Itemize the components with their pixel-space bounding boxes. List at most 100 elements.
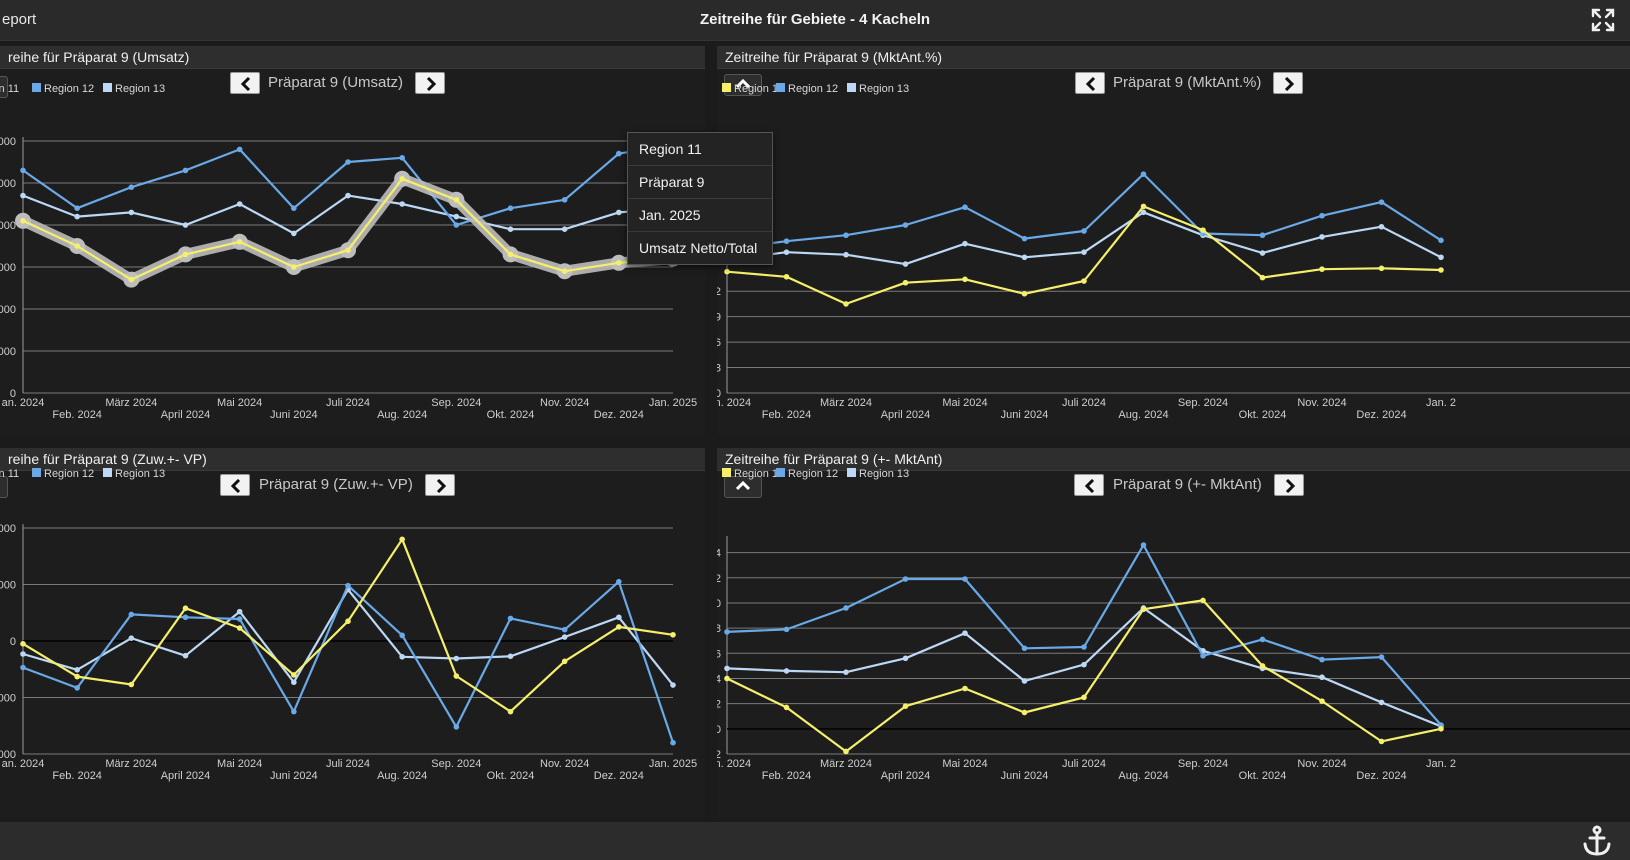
x-tick-label: an. 2024 [2,758,45,770]
y-tick-label: 000 [0,580,16,592]
data-point [616,260,622,266]
x-tick-label: Dez. 2024 [1356,409,1406,421]
y-tick-label: 14 [717,548,721,560]
data-point [20,218,26,224]
collapse-button[interactable] [724,74,762,96]
y-tick-label: 000 [0,136,16,148]
x-tick-label: Jan. 2025 [649,758,697,770]
data-point [1021,645,1028,652]
data-point [128,635,135,641]
chevron-up-icon [736,79,750,89]
data-point [1319,266,1325,272]
data-point [783,626,790,633]
data-point [1081,644,1087,650]
x-tick-label: März 2024 [105,397,157,409]
next-button[interactable] [1274,474,1304,496]
x-tick-label: Sep. 2024 [1178,758,1228,770]
data-point [616,209,622,216]
next-button[interactable] [415,72,445,94]
prev-button[interactable] [220,474,250,496]
x-tick-label: Sep. 2024 [1178,397,1228,409]
legend-label: ion 11 [0,83,19,95]
x-tick-label: Nov. 2024 [540,397,589,409]
data-point [74,243,80,249]
data-point [1140,203,1147,210]
data-point [1081,694,1087,701]
data-point [507,226,514,232]
data-point [843,232,849,239]
chevron-left-icon [1084,479,1095,493]
data-point [1319,234,1325,240]
prev-button[interactable] [230,72,260,94]
x-tick-label: Aug. 2024 [1118,409,1168,421]
anchor-icon[interactable] [1582,825,1612,857]
tile-header: reihe für Präparat 9 (Zuw.+- VP) [0,448,705,471]
y-tick-label: 12 [717,286,721,298]
data-point [1378,654,1385,660]
data-point [20,651,26,657]
x-tick-label: Dez. 2024 [1356,770,1406,782]
data-point [291,205,297,211]
data-point [74,205,80,211]
data-point [1319,212,1325,219]
y-tick-label: 000 [0,749,16,761]
data-point [20,167,26,174]
legend-label: Region 13 [859,468,909,480]
data-point [236,146,243,153]
prev-button[interactable] [1074,474,1104,496]
y-tick-label: 0 [717,724,721,736]
x-tick-label: März 2024 [820,758,872,770]
data-point [1378,199,1385,205]
data-point [783,273,790,280]
collapse-button[interactable] [724,476,762,498]
data-point [962,240,968,247]
y-tick-label: 8 [717,623,721,635]
data-point [182,652,189,659]
chevron-right-icon [1284,77,1295,91]
legend-label: Region 12 [788,83,838,95]
data-point [843,605,849,611]
next-button[interactable] [425,474,455,496]
chart-title: Präparat 9 (+- MktAnt) [1113,476,1262,493]
data-point [724,675,730,682]
data-point [962,685,968,692]
x-tick-label: Okt. 2024 [1239,770,1287,782]
data-point [128,184,135,190]
data-point [616,150,622,157]
data-point [616,578,622,585]
fullscreen-icon[interactable] [1590,7,1616,33]
data-point [561,268,568,274]
data-point [670,682,676,688]
data-point [902,222,909,228]
collapse-button[interactable] [0,476,8,498]
collapse-button[interactable] [0,76,8,98]
data-point [724,629,730,635]
x-tick-label: Feb. 2024 [52,409,102,421]
chart-tooltip: Region 11 Präparat 9 Jan. 2025 Umsatz Ne… [627,132,773,265]
legend-swatch [103,468,112,477]
series-line-region11 [22,538,674,713]
bottom-bar [0,822,1630,860]
y-tick-label: 3 [717,363,721,375]
data-point [1021,709,1028,716]
chart-title: Präparat 9 (MktAnt.%) [1113,74,1262,91]
y-tick-label: 0 [717,388,721,400]
x-tick-label: Jan. 2 [1426,397,1456,409]
chevron-right-icon [1285,479,1296,493]
data-point [128,681,135,688]
data-point [962,276,968,283]
chart-delta-mktant: -2 0 2 4 6 8 10 12 14 Jan. 2024 Feb. 2024 März 2024… [717,468,1630,782]
y-tick-label: 000 [0,178,16,190]
data-point [1438,254,1444,261]
report-label[interactable]: eport [2,11,37,28]
next-button[interactable] [1273,72,1303,94]
data-point [1259,636,1266,643]
chevron-right-icon [426,77,437,91]
data-point [1438,267,1444,273]
data-point [74,685,80,691]
prev-button[interactable] [1075,72,1105,94]
x-tick-label: Dez. 2024 [594,409,644,421]
data-point [507,615,514,622]
data-point [236,201,243,207]
